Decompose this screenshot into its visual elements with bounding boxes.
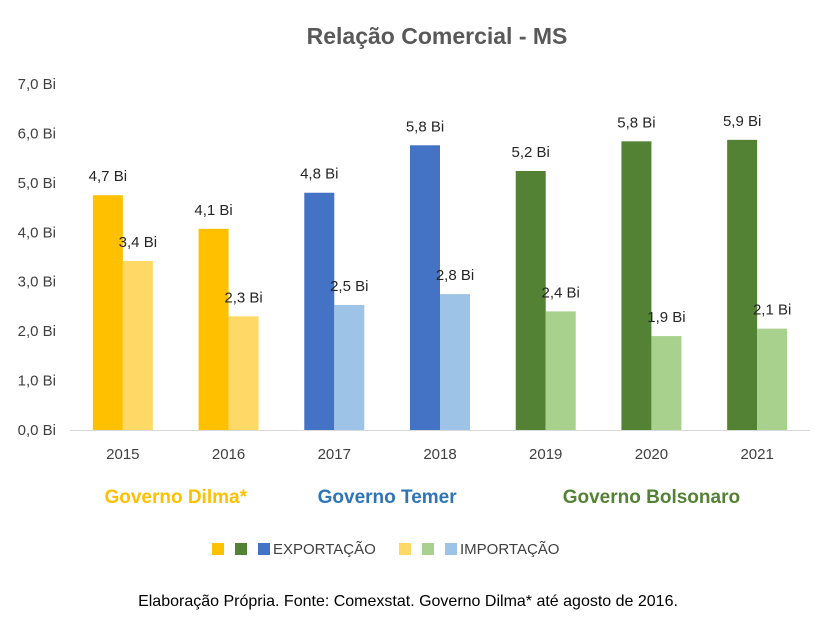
y-tick-label: 2,0 Bi xyxy=(18,323,56,340)
legend-swatch xyxy=(399,543,411,555)
data-label: 2,5 Bi xyxy=(330,278,368,295)
x-tick-label: 2020 xyxy=(635,446,668,463)
bars-group xyxy=(92,139,788,430)
chart-title: Relação Comercial - MS xyxy=(307,23,568,49)
x-axis-ticks: 2015 2016 2017 2018 2019 2020 2021 xyxy=(106,446,774,463)
legend-swatch xyxy=(422,543,434,555)
y-tick-label: 7,0 Bi xyxy=(18,76,56,93)
source-note: Elaboração Própria. Fonte: Comexstat. Go… xyxy=(138,593,678,610)
y-axis-ticks: 0,0 Bi 1,0 Bi 2,0 Bi 3,0 Bi 4,0 Bi 5,0 Bi 6,0 … xyxy=(18,76,56,439)
import-bar xyxy=(545,311,576,430)
y-tick-label: 1,0 Bi xyxy=(18,373,56,390)
legend-swatch xyxy=(258,543,270,555)
y-tick-label: 4,0 Bi xyxy=(18,224,56,241)
x-tick-label: 2015 xyxy=(106,446,139,463)
legend-label: EXPORTAÇÃO xyxy=(273,541,376,558)
data-label: 3,4 Bi xyxy=(119,234,157,251)
legend-swatch xyxy=(445,543,457,555)
government-label: Governo Temer xyxy=(318,487,458,508)
x-tick-label: 2019 xyxy=(529,446,562,463)
legend-swatch xyxy=(235,543,247,555)
export-bar xyxy=(410,145,440,430)
data-label: 5,2 Bi xyxy=(512,144,550,161)
export-bar xyxy=(304,192,335,430)
data-label: 2,8 Bi xyxy=(436,267,474,284)
government-groups: Governo Dilma* Governo Temer Governo Bolso… xyxy=(104,487,740,508)
data-label: 5,8 Bi xyxy=(406,118,444,135)
export-bar xyxy=(92,195,123,430)
export-bar xyxy=(621,141,652,430)
export-bar xyxy=(515,170,546,430)
import-bar xyxy=(334,304,365,430)
y-tick-label: 0,0 Bi xyxy=(18,422,56,439)
import-bar xyxy=(757,328,788,430)
data-label: 1,9 Bi xyxy=(647,309,685,326)
import-bar xyxy=(228,316,259,430)
export-bar xyxy=(198,228,229,430)
x-tick-label: 2018 xyxy=(423,446,456,463)
x-tick-label: 2016 xyxy=(212,446,245,463)
export-bar xyxy=(727,139,758,430)
data-label: 4,7 Bi xyxy=(89,168,127,185)
legend-swatch xyxy=(212,543,224,555)
x-tick-label: 2021 xyxy=(740,446,773,463)
data-label: 2,4 Bi xyxy=(542,284,580,301)
data-label: 5,9 Bi xyxy=(723,113,761,130)
data-label: 5,8 Bi xyxy=(617,114,655,131)
data-label: 4,8 Bi xyxy=(300,166,338,183)
import-bar xyxy=(651,336,682,430)
data-label: 4,1 Bi xyxy=(194,202,232,219)
y-tick-label: 6,0 Bi xyxy=(18,125,56,142)
y-tick-label: 5,0 Bi xyxy=(18,175,56,192)
government-label: Governo Bolsonaro xyxy=(563,487,740,508)
data-label: 2,3 Bi xyxy=(224,289,262,306)
government-label: Governo Dilma* xyxy=(104,487,247,508)
legend: EXPORTAÇÃO IMPORTAÇÃO xyxy=(212,541,559,558)
import-bar xyxy=(122,260,153,430)
data-label: 2,1 Bi xyxy=(753,302,791,319)
y-tick-label: 3,0 Bi xyxy=(18,274,56,291)
legend-label: IMPORTAÇÃO xyxy=(460,541,559,558)
import-bar xyxy=(440,294,470,430)
data-labels-group: 4,7 Bi 3,4 Bi 4,1 Bi 2,3 Bi 4,8 Bi 2,5 Bi 5,8 … xyxy=(89,113,792,326)
x-tick-label: 2017 xyxy=(318,446,351,463)
